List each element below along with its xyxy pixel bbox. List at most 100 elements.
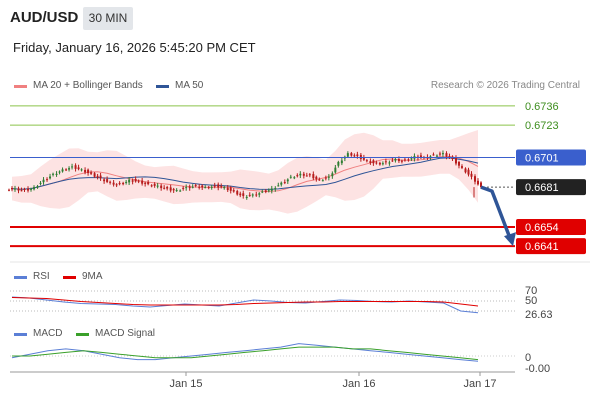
rsi-ma-legend-label: 9MA bbox=[82, 271, 103, 282]
rsi-tick-50: 50 bbox=[525, 295, 537, 307]
candle-body bbox=[258, 193, 261, 195]
candle-body bbox=[137, 180, 140, 182]
pivot-level-label: 0.6701 bbox=[525, 153, 559, 165]
candle-body bbox=[49, 176, 52, 179]
resistance-level-label: 0.6736 bbox=[525, 101, 559, 113]
candle-body bbox=[375, 162, 378, 164]
candle-body bbox=[11, 187, 13, 190]
candle-body bbox=[356, 154, 359, 157]
candle-body bbox=[96, 175, 99, 178]
candle-body bbox=[321, 180, 324, 182]
resistance-level-label: 0.6723 bbox=[525, 120, 559, 132]
candle-body bbox=[280, 182, 283, 185]
candle-body bbox=[90, 172, 93, 174]
candle-body bbox=[337, 161, 340, 166]
ma20-legend-label: MA 20 + Bollinger Bands bbox=[33, 80, 143, 91]
candle-body bbox=[144, 182, 147, 184]
candle-body bbox=[23, 188, 26, 191]
candle-body bbox=[267, 190, 270, 192]
candle-body bbox=[17, 188, 20, 191]
candle-body bbox=[457, 161, 460, 166]
candle-body bbox=[80, 169, 83, 171]
candle-body bbox=[46, 179, 49, 181]
candle-body bbox=[324, 177, 327, 179]
candle-body bbox=[477, 180, 479, 185]
rsi-line bbox=[11, 296, 479, 314]
candle-body bbox=[270, 188, 273, 191]
candle-body bbox=[194, 184, 197, 186]
candle-body bbox=[42, 179, 45, 183]
candle-body bbox=[156, 185, 159, 187]
candle-body bbox=[33, 187, 36, 190]
candle-body bbox=[286, 179, 289, 182]
candle-body bbox=[201, 185, 204, 188]
candle-body bbox=[175, 190, 178, 192]
candle-body bbox=[353, 155, 356, 157]
support-level-label: 0.6641 bbox=[525, 241, 559, 253]
candle-body bbox=[394, 159, 397, 161]
candle-body bbox=[74, 165, 77, 169]
candle-body bbox=[251, 194, 254, 196]
candle-body bbox=[115, 184, 118, 186]
candle-body bbox=[169, 187, 172, 191]
macd-signal-line bbox=[12, 346, 479, 361]
candle-body bbox=[293, 177, 296, 179]
datetime-label: Friday, January 16, 2026 5:45:20 PM CET bbox=[13, 40, 256, 55]
candle-body bbox=[296, 175, 299, 177]
candle-body bbox=[372, 160, 375, 164]
time-tick-label: Jan 15 bbox=[169, 378, 202, 390]
candle-body bbox=[432, 154, 435, 156]
candle-body bbox=[460, 166, 463, 168]
candle-body bbox=[261, 191, 264, 193]
candle-body bbox=[65, 169, 68, 171]
candle-body bbox=[166, 187, 169, 189]
candle-body bbox=[185, 187, 188, 189]
candle-body bbox=[103, 179, 106, 182]
candle-body bbox=[207, 187, 210, 189]
candle-body bbox=[61, 169, 64, 172]
research-credit: Research © 2026 Trading Central bbox=[430, 80, 580, 91]
candle-body bbox=[474, 176, 476, 182]
candle-body bbox=[204, 187, 207, 189]
rsi-legend-label: RSI bbox=[33, 271, 50, 282]
candle-body bbox=[27, 188, 30, 191]
candle-body bbox=[141, 180, 144, 184]
support-level-tag bbox=[516, 218, 586, 235]
candle-body bbox=[391, 160, 394, 162]
macd-tick-0: 0 bbox=[525, 352, 531, 364]
candle-body bbox=[52, 173, 55, 175]
candle-body bbox=[381, 163, 384, 165]
macd-line bbox=[11, 343, 479, 362]
candle-body bbox=[384, 161, 387, 163]
macd-legend-swatch bbox=[14, 333, 27, 336]
candle-body bbox=[467, 169, 470, 175]
candle-body bbox=[362, 157, 365, 160]
candle-body bbox=[232, 190, 235, 192]
candle-body bbox=[191, 186, 194, 188]
candle-body bbox=[198, 186, 201, 188]
candle-body bbox=[30, 188, 33, 190]
candle-body bbox=[429, 156, 432, 158]
candle-body bbox=[470, 173, 473, 177]
candle-body bbox=[58, 171, 61, 173]
candle-body bbox=[131, 180, 134, 182]
candle-body bbox=[179, 190, 182, 192]
candle-body bbox=[182, 187, 185, 189]
candle-body bbox=[441, 153, 444, 155]
chart-header: AUD/USD 30 MIN bbox=[0, 0, 590, 36]
candle-body bbox=[245, 196, 248, 198]
candle-body bbox=[125, 181, 128, 183]
rsi-legend-swatch bbox=[14, 276, 27, 279]
candle-body bbox=[334, 167, 337, 173]
candle-body bbox=[359, 154, 362, 160]
candle-body bbox=[350, 153, 353, 156]
ma50-line bbox=[11, 157, 479, 190]
macd-signal-legend-swatch bbox=[76, 333, 89, 336]
current-price-label: 0.6681 bbox=[525, 182, 559, 194]
candle-body bbox=[99, 175, 102, 179]
candle-body bbox=[55, 173, 58, 175]
candle-body bbox=[188, 186, 191, 189]
timeframe-badge[interactable]: 30 MIN bbox=[83, 7, 133, 30]
candle-body bbox=[274, 188, 277, 190]
